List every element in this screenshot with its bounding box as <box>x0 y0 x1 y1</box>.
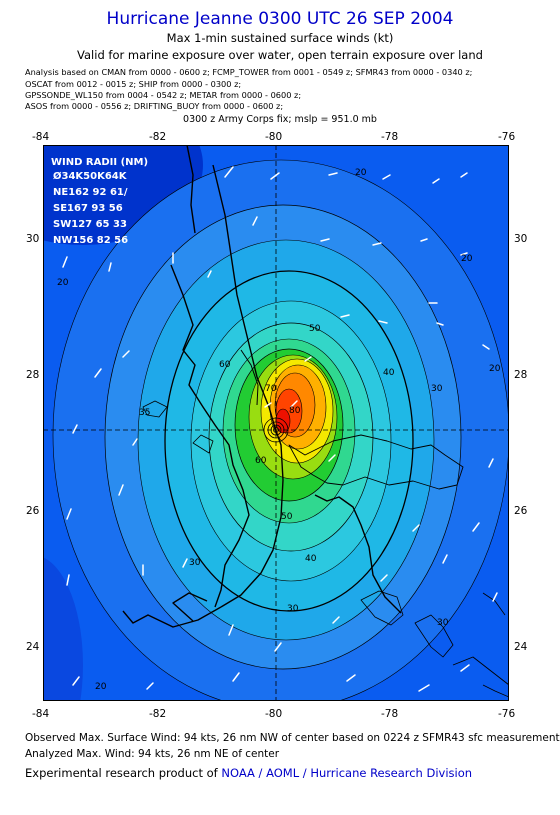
lat-tick-right: 26 <box>514 505 528 517</box>
subtitle-max-wind: Max 1-min sustained surface winds (kt) <box>166 31 394 45</box>
lat-tick-left: 28 <box>26 369 40 381</box>
contour-labels: 20 20 20 20 20 30 30 30 30 35 40 40 50 5… <box>57 168 501 692</box>
lon-tick-top: -82 <box>149 131 167 143</box>
lat-tick-left: 26 <box>26 505 40 517</box>
lat-tick-left: 30 <box>26 233 40 245</box>
lon-tick-top: -76 <box>498 131 516 143</box>
lon-tick-top: -78 <box>381 131 399 143</box>
contour-label: 40 <box>383 368 395 378</box>
wind-radii-table: WIND RADII (NM) Ø34K50K64K NE162 92 61/ … <box>51 157 148 246</box>
contour-label: 30 <box>287 604 299 614</box>
wind-radii-row: NE162 92 61/ <box>53 187 128 198</box>
lon-tick-bottom: -78 <box>381 708 399 720</box>
coastline <box>122 145 509 698</box>
lon-tick-bottom: -76 <box>498 708 516 720</box>
contour-label: 50 <box>309 324 321 334</box>
contour-label: 20 <box>461 254 473 264</box>
lon-tick-top: -84 <box>32 131 50 143</box>
contour-label: 30 <box>189 558 201 568</box>
contour-label: 40 <box>305 554 317 564</box>
lat-tick-left: 24 <box>26 641 40 653</box>
credit-prefix: Experimental research product of <box>25 766 222 780</box>
map-frame <box>43 145 509 701</box>
source-line: GPSSONDE_WL150 from 0004 - 0542 z; METAR… <box>25 90 302 100</box>
wind-field-map: 20 20 20 20 20 30 30 30 30 35 40 40 50 5… <box>43 145 509 701</box>
page-title: Hurricane Jeanne 0300 UTC 26 SEP 2004 <box>106 9 454 29</box>
lat-tick-right: 24 <box>514 641 528 653</box>
lon-tick-bottom: -84 <box>32 708 50 720</box>
contour-label: 80 <box>289 406 301 416</box>
credit-line: Experimental research product of NOAA / … <box>25 766 472 780</box>
source-line: OSCAT from 0012 - 0015 z; SHIP from 0000… <box>25 79 242 89</box>
analyzed-max-wind: Analyzed Max. Wind: 94 kts, 26 nm NE of … <box>25 748 280 760</box>
wind-radii-header: Ø34K50K64K <box>53 170 128 182</box>
contour-label: 50 <box>281 512 293 522</box>
wind-radii-row: SW127 65 33 <box>53 219 127 230</box>
contour-label: 30 <box>437 618 449 628</box>
contour-label: 20 <box>355 168 367 178</box>
wind-barbs <box>62 166 498 692</box>
source-line: Analysis based on CMAN from 0000 - 0600 … <box>25 67 473 77</box>
contour-label: 60 <box>219 360 231 370</box>
contour-label: 70 <box>265 384 277 394</box>
contour-label: 60 <box>255 456 267 466</box>
contour-label: 35 <box>139 408 150 418</box>
lat-tick-right: 30 <box>514 233 528 245</box>
contour-label: 20 <box>57 278 69 288</box>
observed-max-wind: Observed Max. Surface Wind: 94 kts, 26 n… <box>25 732 560 744</box>
wind-radii-title: WIND RADII (NM) <box>51 157 148 168</box>
contour-label: 20 <box>489 364 501 374</box>
dark-blue-region <box>43 557 83 701</box>
lat-tick-right: 28 <box>514 369 528 381</box>
wind-radii-row: NW156 82 56 <box>53 235 128 246</box>
lon-tick-bottom: -80 <box>265 708 283 720</box>
fix-note: 0300 z Army Corps fix; mslp = 951.0 mb <box>183 114 377 125</box>
lon-tick-bottom: -82 <box>149 708 167 720</box>
wind-radii-row: SE167 93 56 <box>53 203 123 214</box>
credit-link[interactable]: NOAA / AOML / Hurricane Research Divisio… <box>221 766 473 780</box>
subtitle-exposure: Valid for marine exposure over water, op… <box>77 48 483 62</box>
source-line: ASOS from 0000 - 0556 z; DRIFTING_BUOY f… <box>25 101 284 111</box>
contour-label: 20 <box>95 682 107 692</box>
contour-label: 30 <box>431 384 443 394</box>
lon-tick-top: -80 <box>265 131 283 143</box>
